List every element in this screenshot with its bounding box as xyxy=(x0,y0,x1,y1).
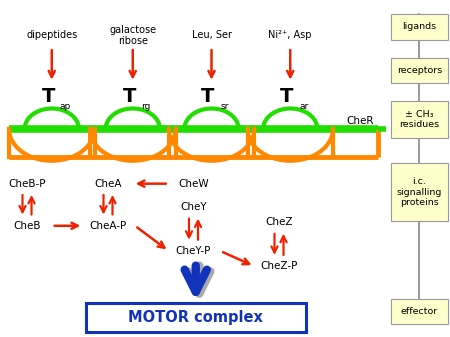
Text: CheA: CheA xyxy=(94,179,122,189)
FancyBboxPatch shape xyxy=(391,163,448,221)
FancyBboxPatch shape xyxy=(391,14,448,39)
Text: T: T xyxy=(122,87,136,105)
Text: galactose
ribose: galactose ribose xyxy=(109,25,156,46)
Text: rg: rg xyxy=(142,102,151,111)
FancyBboxPatch shape xyxy=(391,58,448,83)
Text: Leu, Ser: Leu, Ser xyxy=(192,30,231,40)
Text: T: T xyxy=(41,87,55,105)
Text: effector: effector xyxy=(401,307,438,316)
Text: CheA-P: CheA-P xyxy=(90,221,126,231)
Text: CheZ: CheZ xyxy=(265,217,293,227)
Text: CheW: CheW xyxy=(178,179,209,189)
Text: ap: ap xyxy=(60,102,71,111)
FancyBboxPatch shape xyxy=(86,303,306,332)
Text: ar: ar xyxy=(299,102,308,111)
Text: ± CH₃
residues: ± CH₃ residues xyxy=(399,110,440,129)
Text: receptors: receptors xyxy=(397,66,442,75)
Text: T: T xyxy=(201,87,215,105)
FancyBboxPatch shape xyxy=(391,299,448,324)
Text: CheZ-P: CheZ-P xyxy=(260,261,298,271)
Text: T: T xyxy=(280,87,293,105)
Text: sr: sr xyxy=(221,102,229,111)
Text: MOTOR complex: MOTOR complex xyxy=(128,310,263,325)
Text: CheR: CheR xyxy=(346,116,374,126)
Text: CheY: CheY xyxy=(180,202,207,212)
Text: i.c.
signalling
proteins: i.c. signalling proteins xyxy=(397,177,442,207)
Text: CheB: CheB xyxy=(13,221,41,231)
Text: ligands: ligands xyxy=(402,23,436,31)
Text: Ni²⁺, Asp: Ni²⁺, Asp xyxy=(269,30,312,40)
Text: CheB-P: CheB-P xyxy=(8,179,46,189)
Text: CheY-P: CheY-P xyxy=(176,246,211,256)
FancyBboxPatch shape xyxy=(391,101,448,138)
Text: dipeptides: dipeptides xyxy=(26,30,77,40)
